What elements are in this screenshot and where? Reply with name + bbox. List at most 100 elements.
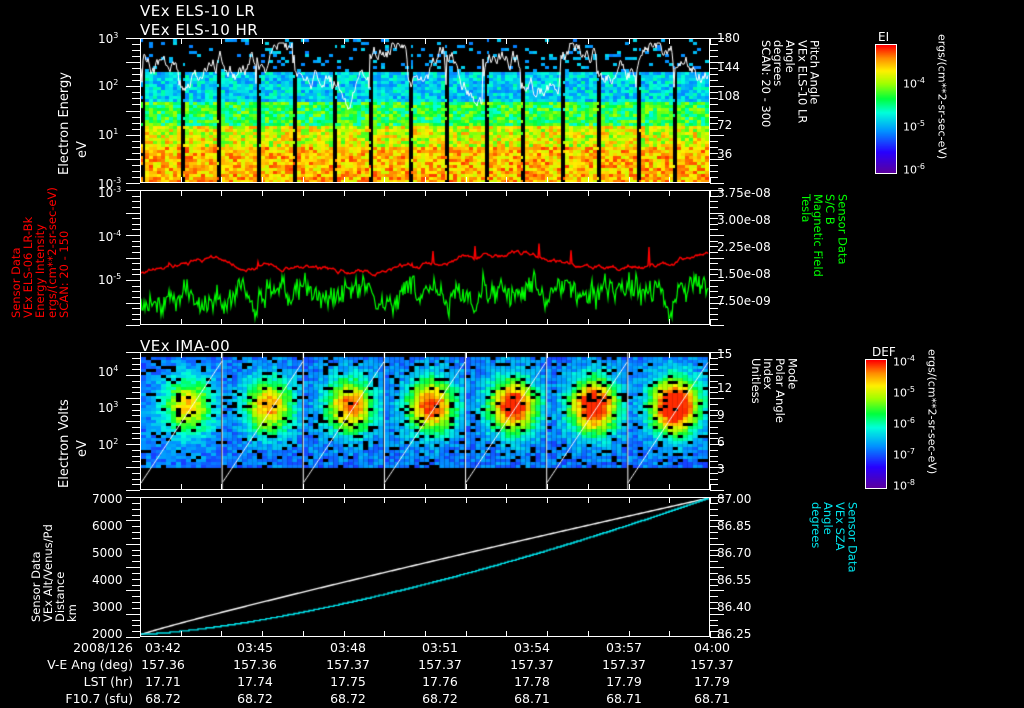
panel2-left-minor-tick [132, 291, 140, 292]
panel1-colorbar-title: EI [878, 30, 890, 44]
panel3-x-tick-top [669, 352, 670, 358]
panel3-left-minor-tick [132, 381, 140, 382]
panel4-right-minor-tick [710, 596, 718, 597]
panel1-colorbar-tick-0: 10-4 [903, 76, 925, 91]
panel4-right-minor-tick [710, 620, 718, 621]
panel1-title-line1: VEx ELS-10 LR [140, 2, 256, 20]
panel3-x-tick-top [384, 352, 385, 358]
panel4-rtick-1: 86.85 [717, 519, 752, 533]
panel3-left-minor-tick [132, 450, 140, 451]
panel1-right-major-tick [710, 135, 724, 136]
panel4-x-tick [303, 631, 304, 637]
panel3-right-minor-tick [710, 473, 718, 474]
table-cell-r2-c6: 17.79 [694, 674, 730, 689]
panel4-rtick-2: 86.70 [717, 546, 752, 560]
panel2-x-tick [384, 319, 385, 325]
panel3-colorbar-units: ergs/(cm**2-sr-sec-eV) [925, 349, 939, 475]
panel4-left-major-tick [126, 637, 140, 638]
panel4-left-minor-tick [132, 631, 140, 632]
panel3-left-minor-tick [132, 410, 140, 411]
panel3-left-major-tick [126, 398, 140, 399]
panel4-right-minor-tick [710, 526, 718, 527]
panel1-x-tick-top [588, 38, 589, 44]
table-cell-r1-c3: 157.37 [418, 657, 462, 672]
panel4-right-minor-tick [710, 631, 718, 632]
panel1-right-minor-tick [710, 50, 718, 51]
panel4-x-tick [669, 631, 670, 637]
panel3-left-axis-label: Electron Volts [57, 399, 72, 488]
panel1-x-tick-top [262, 38, 263, 44]
panel2-left-major-tick [126, 258, 140, 259]
panel3-x-tick [384, 484, 385, 490]
table-cell-r3-c4: 68.71 [514, 691, 550, 706]
panel2-right-minor-tick [710, 319, 718, 320]
panel2-right-minor-tick [710, 269, 718, 270]
panel1-x-tick [506, 177, 507, 183]
panel1-x-tick-top [221, 38, 222, 44]
panel1-left-major-tick [126, 38, 140, 39]
panel1-left-minor-tick [132, 44, 140, 45]
panel2-left-minor-tick [132, 196, 140, 197]
panel1-left-minor-tick [132, 147, 140, 148]
panel4-x-tick [547, 631, 548, 637]
panel2-x-tick [506, 319, 507, 325]
panel1-x-tick [262, 177, 263, 183]
panel3-x-tick-top [344, 352, 345, 358]
panel2-left-major-tick [126, 303, 140, 304]
panel4-right-minor-tick [710, 608, 718, 609]
panel3-right-minor-tick [710, 358, 718, 359]
panel3-colorbar-tick-4: 10-8 [893, 478, 915, 493]
panel1-rtick-2: 108 [717, 89, 740, 103]
panel1-right-minor-tick [710, 117, 718, 118]
panel4-left-minor-tick [132, 620, 140, 621]
panel4-x-tick-top [425, 497, 426, 503]
panel4-left-minor-tick [132, 538, 140, 539]
panel2-left-minor-tick [132, 263, 140, 264]
panel3-x-tick-top [506, 352, 507, 358]
bottom-parameter-table: 2008/126 03:42 03:45 03:48 03:51 03:54 03:57 04… [0, 640, 1024, 708]
panel2-right-minor-tick [710, 308, 718, 309]
panel3-left-minor-tick [132, 369, 140, 370]
panel3-rtick-1: 12 [717, 381, 733, 395]
panel1-left-minor-tick [132, 141, 140, 142]
panel4-x-tick-top [710, 497, 711, 503]
panel2-rtick-0: 3.75e-08 [717, 186, 771, 200]
panel1-colorbar-tick-2: 10-6 [903, 162, 925, 177]
panel2-right-minor-tick [710, 291, 718, 292]
panel3-x-tick [140, 484, 141, 490]
panel2-right-major-tick [710, 280, 724, 281]
panel1-title-line2: VEx ELS-10 HR [140, 21, 259, 39]
panel2-x-tick [547, 319, 548, 325]
panel2-x-tick-top [547, 190, 548, 196]
panel3-x-tick-top [303, 352, 304, 358]
panel1-left-minor-tick [132, 50, 140, 51]
panel3-x-tick [181, 484, 182, 490]
panel2-line-plot[interactable] [140, 190, 710, 325]
panel1-right-minor-tick [710, 153, 718, 154]
panel2-x-tick-top [425, 190, 426, 196]
panel3-right-major-tick [710, 375, 724, 376]
panel1-right-major-tick [710, 38, 724, 39]
panel3-right-minor-tick [710, 381, 718, 382]
panel4-left-major-tick [126, 544, 140, 545]
panel2-x-tick [669, 319, 670, 325]
panel4-left-minor-tick [132, 550, 140, 551]
panel1-spectrogram[interactable] [140, 38, 710, 183]
panel3-left-major-tick [126, 421, 140, 422]
panel3-x-tick [344, 484, 345, 490]
panel1-x-tick-top [669, 38, 670, 44]
panel4-right-minor-tick [710, 602, 718, 603]
panel4-x-tick-top [588, 497, 589, 503]
panel3-right-major-tick [710, 444, 724, 445]
panel3-x-tick-top [466, 352, 467, 358]
panel1-rtick-1: 144 [717, 60, 740, 74]
panel4-line-plot[interactable] [140, 497, 710, 637]
panel1-left-major-tick [126, 86, 140, 87]
panel3-spectrogram[interactable] [140, 352, 710, 490]
panel3-x-tick [588, 484, 589, 490]
panel2-x-tick-top [669, 190, 670, 196]
panel2-x-tick [588, 319, 589, 325]
table-cell-r1-c5: 157.37 [602, 657, 646, 672]
panel3-colorbar-tick-3: 10-7 [893, 447, 915, 462]
panel3-title: VEx IMA-00 [140, 337, 231, 355]
